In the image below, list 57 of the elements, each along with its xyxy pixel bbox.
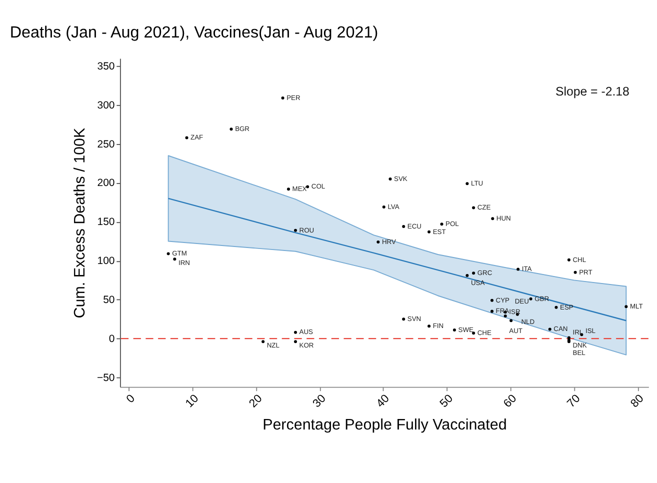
point bbox=[504, 314, 507, 318]
point bbox=[262, 340, 265, 344]
point bbox=[173, 258, 176, 261]
y-tick-label: 50 bbox=[103, 294, 115, 306]
y-tick-label: 300 bbox=[97, 100, 115, 112]
point bbox=[466, 274, 469, 278]
annotation: Slope = -2.18 bbox=[556, 84, 630, 98]
x-tick-label: 80 bbox=[628, 392, 646, 410]
point bbox=[490, 298, 494, 302]
point bbox=[294, 340, 297, 344]
point bbox=[185, 136, 188, 140]
point bbox=[490, 310, 494, 313]
x-tick-label: 0 bbox=[124, 392, 138, 406]
y-tick-label: 150 bbox=[97, 217, 115, 228]
y-tick-label: 0 bbox=[108, 334, 115, 345]
point bbox=[428, 230, 431, 234]
x-tick-label: 50 bbox=[438, 392, 456, 410]
point bbox=[382, 206, 386, 209]
point bbox=[554, 306, 558, 309]
point bbox=[402, 224, 406, 228]
y-tick-label: −50 bbox=[96, 372, 115, 384]
point bbox=[286, 188, 290, 191]
point bbox=[466, 182, 469, 186]
point bbox=[472, 206, 476, 210]
x-tick-label: 10 bbox=[184, 392, 202, 410]
point bbox=[166, 252, 170, 256]
y-tick-label: 100 bbox=[97, 256, 115, 268]
point bbox=[624, 305, 628, 308]
point bbox=[294, 330, 297, 334]
x-axis-title: Percentage People Fully Vaccinated bbox=[262, 416, 507, 434]
chart-title: Deaths (Jan - Aug 2021), Vaccines(Jan - Aug 2021) bbox=[10, 23, 378, 42]
x-tick-label: 30 bbox=[310, 392, 328, 410]
point bbox=[440, 222, 444, 226]
point bbox=[428, 324, 431, 328]
point bbox=[376, 240, 380, 244]
point bbox=[388, 177, 392, 180]
x-tick-label: 70 bbox=[565, 392, 583, 410]
point bbox=[516, 268, 520, 271]
x-tick-label: 20 bbox=[247, 392, 265, 410]
point bbox=[294, 228, 297, 232]
y-tick-label: 250 bbox=[97, 139, 115, 150]
point bbox=[529, 297, 532, 300]
point bbox=[567, 258, 570, 262]
y-tick-label: 200 bbox=[97, 178, 115, 190]
x-tick-label: 40 bbox=[374, 392, 392, 410]
point bbox=[510, 319, 513, 322]
x-tick-label: 60 bbox=[502, 392, 520, 410]
y-axis-title: Cum. Excess Deaths / 100K bbox=[72, 128, 89, 318]
point bbox=[472, 272, 476, 275]
point bbox=[548, 328, 552, 331]
point bbox=[574, 270, 577, 274]
y-tick-label: 350 bbox=[97, 61, 115, 72]
point bbox=[491, 217, 494, 220]
point bbox=[452, 328, 456, 332]
point bbox=[402, 318, 406, 321]
point bbox=[281, 96, 284, 100]
point bbox=[230, 128, 233, 131]
